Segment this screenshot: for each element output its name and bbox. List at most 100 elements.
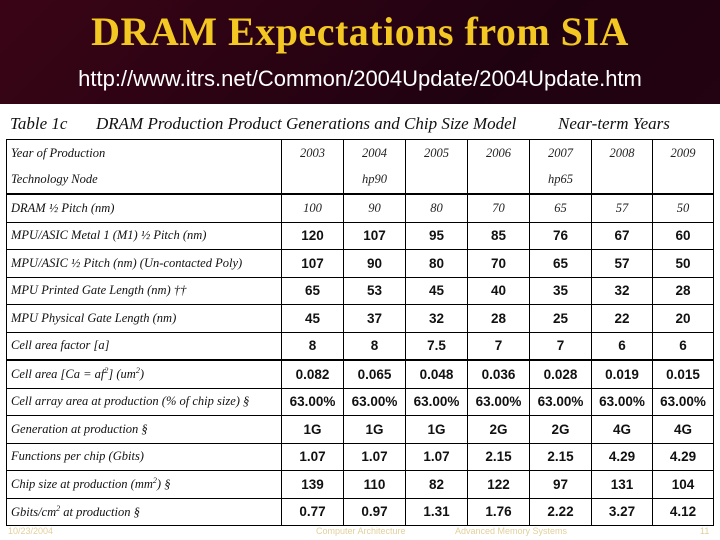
cell: 6 bbox=[652, 331, 714, 361]
table-row: MPU/ASIC Metal 1 (M1) ½ Pitch (nm) 120 1… bbox=[6, 221, 714, 250]
cell: 67 bbox=[591, 221, 653, 250]
cell: 63.00% bbox=[529, 387, 592, 416]
cell: 90 bbox=[343, 249, 406, 278]
cell: 107 bbox=[343, 221, 406, 250]
cell: 3.27 bbox=[591, 497, 653, 526]
year-cell: 2003 bbox=[281, 139, 344, 167]
cell: 80 bbox=[405, 193, 468, 223]
cell: 4G bbox=[591, 415, 653, 444]
footer-page: 11 bbox=[700, 526, 710, 536]
table-row: MPU Printed Gate Length (nm) †† 65 53 45… bbox=[6, 276, 714, 305]
cell: 35 bbox=[529, 276, 592, 305]
cell: 4.12 bbox=[652, 497, 714, 526]
cell: 131 bbox=[591, 470, 653, 499]
cell: 2.22 bbox=[529, 497, 592, 526]
slide-footer: 10/23/2004 Computer Architecture Advance… bbox=[0, 526, 720, 540]
cell: 37 bbox=[343, 304, 406, 333]
cell: 82 bbox=[405, 470, 468, 499]
table-row: Cell area [Ca = af2] (um2) 0.082 0.065 0… bbox=[6, 359, 714, 389]
row-label: Functions per chip (Gbits) bbox=[6, 442, 282, 471]
cell: 0.065 bbox=[343, 359, 406, 389]
cell: 63.00% bbox=[281, 387, 344, 416]
table-row: Cell array area at production (% of chip… bbox=[6, 387, 714, 416]
cell: 122 bbox=[467, 470, 530, 499]
cell: 1.07 bbox=[281, 442, 344, 471]
cell: 45 bbox=[281, 304, 344, 333]
cell: 57 bbox=[591, 193, 653, 223]
cell bbox=[591, 166, 653, 195]
table-caption: Table 1c DRAM Production Product Generat… bbox=[10, 110, 710, 136]
year-cell: 2007 bbox=[529, 139, 592, 167]
cell: 50 bbox=[652, 249, 714, 278]
cell: 0.015 bbox=[652, 359, 714, 389]
cell: 95 bbox=[405, 221, 468, 250]
table-row: Gbits/cm2 at production § 0.77 0.97 1.31… bbox=[6, 497, 714, 526]
cell: 63.00% bbox=[652, 387, 714, 416]
cell: 6 bbox=[591, 331, 653, 361]
cell: 1G bbox=[343, 415, 406, 444]
cell: 22 bbox=[591, 304, 653, 333]
cell: 63.00% bbox=[343, 387, 406, 416]
row-label: Chip size at production (mm2) § bbox=[6, 470, 282, 499]
row-label: Year of Production bbox=[6, 139, 282, 167]
row-label: MPU Physical Gate Length (nm) bbox=[6, 304, 282, 333]
cell: 104 bbox=[652, 470, 714, 499]
cell: 1G bbox=[281, 415, 344, 444]
cell: 4G bbox=[652, 415, 714, 444]
cell: 40 bbox=[467, 276, 530, 305]
cell: 50 bbox=[652, 193, 714, 223]
cell: 63.00% bbox=[467, 387, 530, 416]
cell: 57 bbox=[591, 249, 653, 278]
cell: 2G bbox=[467, 415, 530, 444]
table-row: MPU/ASIC ½ Pitch (nm) (Un-contacted Poly… bbox=[6, 249, 714, 278]
cell: hp90 bbox=[343, 166, 406, 195]
row-label: Technology Node bbox=[6, 166, 282, 195]
cell: 0.77 bbox=[281, 497, 344, 526]
source-url[interactable]: http://www.itrs.net/Common/2004Update/20… bbox=[78, 66, 642, 91]
cell: 8 bbox=[343, 331, 406, 361]
cell bbox=[467, 166, 530, 195]
cell: 4.29 bbox=[652, 442, 714, 471]
footer-course: Computer Architecture bbox=[316, 526, 406, 536]
cell: 2.15 bbox=[467, 442, 530, 471]
cell: 25 bbox=[529, 304, 592, 333]
cell: 100 bbox=[281, 193, 344, 223]
cell: 65 bbox=[529, 193, 592, 223]
cell: 0.97 bbox=[343, 497, 406, 526]
cell: 7 bbox=[467, 331, 530, 361]
year-cell: 2004 bbox=[343, 139, 406, 167]
row-label: Generation at production § bbox=[6, 415, 282, 444]
cell: 1.76 bbox=[467, 497, 530, 526]
table-header-row: Year of Production 2003 2004 2005 2006 2… bbox=[6, 139, 714, 167]
row-label: MPU/ASIC ½ Pitch (nm) (Un-contacted Poly… bbox=[6, 249, 282, 278]
slide-title: DRAM Expectations from SIA bbox=[91, 9, 629, 54]
table-image-panel: Table 1c DRAM Production Product Generat… bbox=[0, 104, 720, 540]
cell: 0.028 bbox=[529, 359, 592, 389]
cell: 1G bbox=[405, 415, 468, 444]
cell: 90 bbox=[343, 193, 406, 223]
year-cell: 2008 bbox=[591, 139, 653, 167]
row-label: DRAM ½ Pitch (nm) bbox=[6, 193, 282, 223]
cell: 45 bbox=[405, 276, 468, 305]
cell: 63.00% bbox=[405, 387, 468, 416]
cell: 1.07 bbox=[343, 442, 406, 471]
table-row: MPU Physical Gate Length (nm) 45 37 32 2… bbox=[6, 304, 714, 333]
cell: 85 bbox=[467, 221, 530, 250]
row-label: MPU Printed Gate Length (nm) †† bbox=[6, 276, 282, 305]
row-label: Cell area factor [a] bbox=[6, 331, 282, 361]
cell: 120 bbox=[281, 221, 344, 250]
cell: 80 bbox=[405, 249, 468, 278]
table-number: Table 1c bbox=[10, 114, 68, 133]
cell: 139 bbox=[281, 470, 344, 499]
year-cell: 2006 bbox=[467, 139, 530, 167]
table-range: Near-term Years bbox=[558, 114, 670, 133]
footer-date: 10/23/2004 bbox=[8, 526, 54, 536]
dram-table: Year of Production 2003 2004 2005 2006 2… bbox=[6, 139, 714, 526]
table-name: DRAM Production Product Generations and … bbox=[96, 114, 517, 133]
row-label: Gbits/cm2 at production § bbox=[6, 497, 282, 526]
cell: 107 bbox=[281, 249, 344, 278]
year-cell: 2009 bbox=[652, 139, 714, 167]
cell: 70 bbox=[467, 249, 530, 278]
cell: 97 bbox=[529, 470, 592, 499]
cell: 20 bbox=[652, 304, 714, 333]
